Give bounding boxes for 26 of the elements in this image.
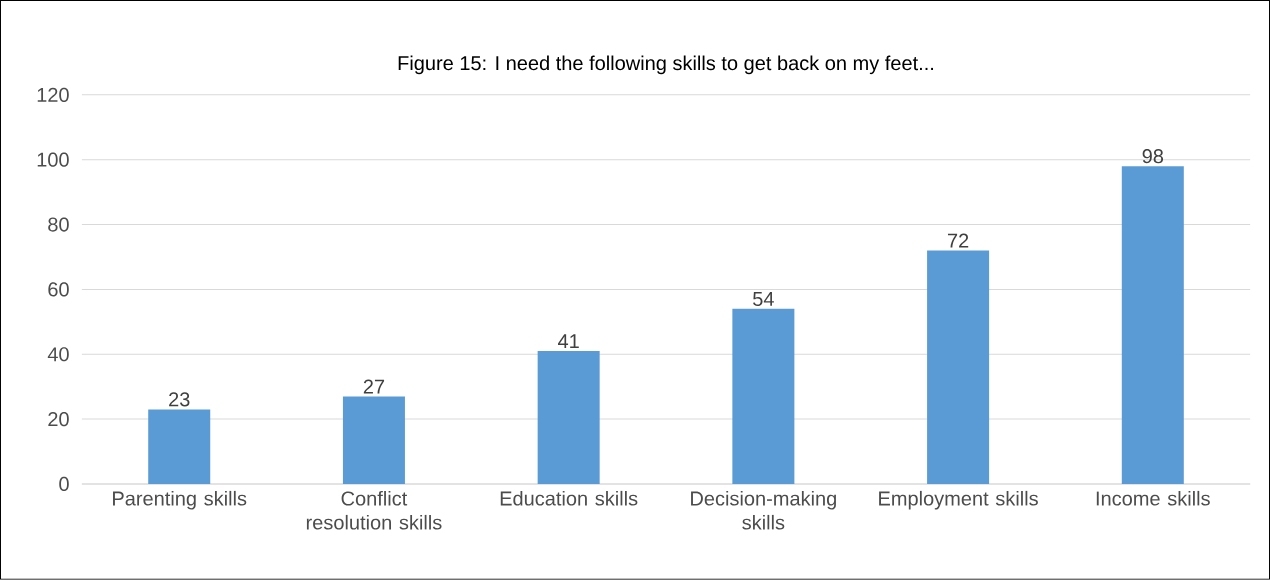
y-tick-label: 120 (37, 87, 69, 103)
bar (342, 396, 405, 485)
x-tick-label: Parenting skills (113, 490, 247, 510)
bar (537, 351, 600, 485)
data-label: 27 (363, 379, 385, 394)
x-tick-label: Conflict resolution skills (306, 490, 442, 530)
y-tick-label: 100 (37, 152, 69, 167)
y-tick-label: 40 (47, 347, 69, 362)
data-label: 41 (557, 334, 579, 349)
bar (1121, 166, 1184, 485)
x-tick-label: Education skills (500, 490, 638, 506)
bar (732, 308, 795, 485)
data-label: 98 (1142, 149, 1164, 164)
data-label: 54 (753, 292, 774, 307)
bar (927, 250, 990, 485)
bar (148, 409, 211, 485)
y-tick-label: 80 (48, 217, 69, 232)
x-tick-label: Income skills (1096, 490, 1210, 506)
x-tick-label: Decision-making skills (691, 490, 836, 530)
y-tick-label: 20 (48, 412, 69, 427)
chart-title: Figure 15: I need the following skills to get back on my feet... (398, 55, 934, 75)
data-label: 72 (947, 233, 969, 248)
x-tick-label: Employment skills (879, 490, 1038, 510)
y-tick-label: 60 (48, 282, 69, 297)
data-label: 23 (169, 392, 190, 407)
y-tick-label: 0 (59, 476, 69, 492)
